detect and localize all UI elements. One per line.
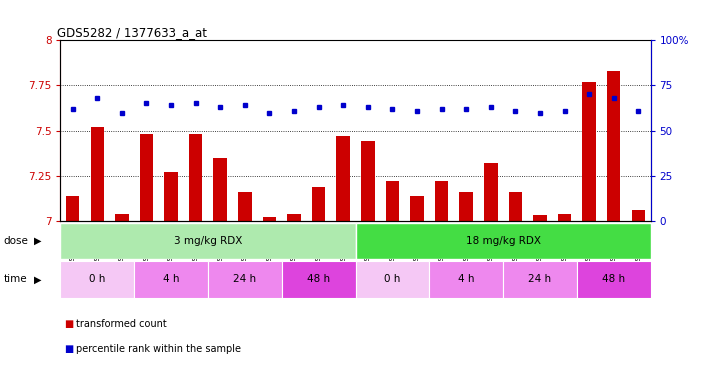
Bar: [410, 195, 424, 221]
Text: 24 h: 24 h: [528, 274, 552, 285]
Bar: [361, 141, 375, 221]
Bar: [508, 192, 522, 221]
Bar: [60, 223, 356, 259]
Bar: [631, 210, 645, 221]
Text: 4 h: 4 h: [163, 274, 179, 285]
Bar: [533, 215, 547, 221]
Bar: [577, 261, 651, 298]
Bar: [557, 214, 571, 221]
Text: time: time: [4, 274, 27, 285]
Bar: [336, 136, 350, 221]
Bar: [134, 261, 208, 298]
Text: GDS5282 / 1377633_a_at: GDS5282 / 1377633_a_at: [58, 26, 208, 39]
Bar: [60, 261, 134, 298]
Text: transformed count: transformed count: [76, 319, 167, 329]
Bar: [90, 127, 104, 221]
Bar: [356, 223, 651, 259]
Text: dose: dose: [4, 236, 28, 246]
Bar: [607, 71, 621, 221]
Bar: [164, 172, 178, 221]
Text: 0 h: 0 h: [89, 274, 105, 285]
Bar: [484, 163, 498, 221]
Text: ■: ■: [64, 344, 73, 354]
Bar: [189, 134, 203, 221]
Text: 0 h: 0 h: [384, 274, 400, 285]
Bar: [435, 181, 449, 221]
Bar: [140, 134, 154, 221]
Text: ▶: ▶: [34, 274, 42, 285]
Bar: [582, 82, 596, 221]
Text: 18 mg/kg RDX: 18 mg/kg RDX: [466, 236, 540, 246]
Text: 4 h: 4 h: [458, 274, 474, 285]
Bar: [66, 195, 80, 221]
Bar: [208, 261, 282, 298]
Text: 24 h: 24 h: [233, 274, 257, 285]
Bar: [459, 192, 473, 221]
Bar: [262, 217, 276, 221]
Bar: [115, 214, 129, 221]
Bar: [429, 261, 503, 298]
Bar: [356, 261, 429, 298]
Text: 48 h: 48 h: [307, 274, 330, 285]
Bar: [213, 158, 227, 221]
Bar: [287, 214, 301, 221]
Text: ■: ■: [64, 319, 73, 329]
Text: 3 mg/kg RDX: 3 mg/kg RDX: [173, 236, 242, 246]
Text: ▶: ▶: [34, 236, 42, 246]
Text: percentile rank within the sample: percentile rank within the sample: [76, 344, 241, 354]
Bar: [238, 192, 252, 221]
Bar: [385, 181, 399, 221]
Bar: [503, 261, 577, 298]
Text: 48 h: 48 h: [602, 274, 625, 285]
Bar: [312, 187, 326, 221]
Bar: [282, 261, 356, 298]
